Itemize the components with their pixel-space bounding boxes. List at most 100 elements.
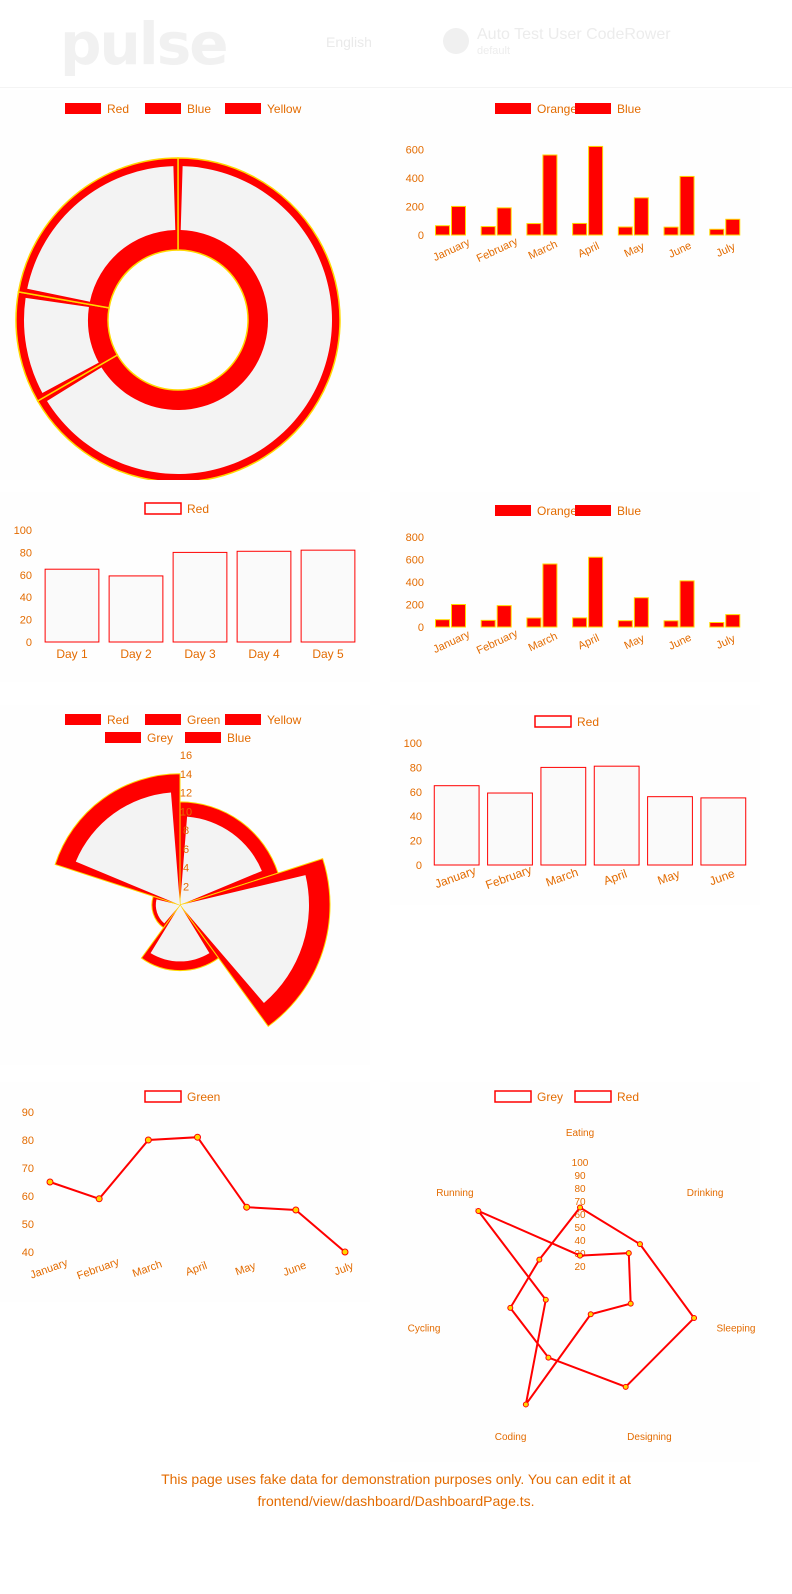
radar-point bbox=[545, 1354, 552, 1361]
legend-label-orange: Orange bbox=[537, 102, 577, 116]
x-tick-label: March bbox=[527, 238, 560, 262]
radar-point bbox=[622, 1383, 629, 1390]
legend-label-red: Red bbox=[187, 502, 209, 516]
legend-label-green: Green bbox=[187, 713, 220, 727]
x-tick-label: June bbox=[282, 1259, 309, 1278]
line-point bbox=[95, 1195, 103, 1203]
y-tick-label: 100 bbox=[14, 525, 32, 537]
legend-label-orange: Orange bbox=[537, 504, 577, 518]
bar-chart-grouped-2: Orange Blue 0 200 400 600 800 January February Ma… bbox=[406, 504, 741, 657]
legend-label-blue: Blue bbox=[187, 102, 211, 116]
polar-segment-fill bbox=[180, 816, 262, 905]
legend-label-red: Red bbox=[617, 1090, 639, 1104]
bar bbox=[300, 549, 356, 643]
bar bbox=[572, 617, 588, 628]
legend-swatch bbox=[144, 502, 182, 515]
legend-swatch bbox=[105, 732, 141, 743]
line-point bbox=[144, 1136, 152, 1144]
y-tick-label: 600 bbox=[406, 144, 424, 156]
line-series bbox=[49, 1136, 346, 1253]
x-tick-label: June bbox=[667, 240, 694, 261]
x-tick-label: May bbox=[622, 632, 646, 652]
r-tick-label: 8 bbox=[183, 825, 189, 837]
y-tick-label: 60 bbox=[20, 570, 32, 582]
line-chart-panel: Green 40 50 60 70 80 90 January February March Apr… bbox=[0, 1082, 370, 1302]
legend-swatch bbox=[495, 505, 531, 516]
legend-label-blue: Blue bbox=[227, 731, 251, 745]
bar bbox=[700, 797, 747, 866]
doughnut-slice-fill bbox=[24, 297, 99, 393]
x-tick-label: Day 2 bbox=[120, 647, 152, 661]
bar bbox=[725, 614, 741, 628]
language-selector[interactable]: English bbox=[326, 34, 372, 50]
radar-point bbox=[627, 1300, 634, 1307]
user-name[interactable]: Auto Test User CodeRower bbox=[477, 26, 671, 43]
bar bbox=[480, 619, 496, 628]
r-tick-label: 10 bbox=[180, 806, 192, 818]
x-tick-label: January bbox=[29, 1257, 70, 1282]
radar-point bbox=[691, 1315, 698, 1322]
polar-area-chart: Red Green Yellow Grey Blue 2 4 6 8 10 12 14 16 bbox=[54, 713, 331, 1028]
radar-chart: Grey Red Eating Drinking Sleeping Designing Co… bbox=[408, 1090, 756, 1443]
x-tick-label: May bbox=[234, 1260, 258, 1279]
bar bbox=[496, 207, 512, 236]
y-tick-label: 80 bbox=[410, 762, 422, 774]
pulse-logo[interactable]: pulse bbox=[60, 10, 229, 78]
x-tick-label: Day 4 bbox=[248, 647, 280, 661]
legend-swatch bbox=[225, 714, 261, 725]
y-tick-label: 60 bbox=[410, 787, 422, 799]
x-tick-label: April bbox=[576, 632, 601, 652]
bar-chart-days-panel: Red 0 20 40 60 80 100 Day 1 Day 2 Day 3 Day 4 Day 5 bbox=[0, 492, 370, 682]
line-point bbox=[292, 1206, 300, 1214]
bar bbox=[617, 226, 633, 236]
x-tick-label: July bbox=[714, 632, 737, 651]
bar bbox=[709, 228, 725, 236]
legend-swatch bbox=[65, 103, 101, 114]
legend-label-blue: Blue bbox=[617, 504, 641, 518]
bar bbox=[588, 556, 604, 628]
radar-series bbox=[475, 1208, 632, 1406]
x-tick-label: April bbox=[184, 1260, 209, 1279]
x-tick-label: Day 3 bbox=[184, 647, 216, 661]
bar bbox=[663, 620, 679, 628]
legend-swatch bbox=[574, 1090, 612, 1103]
bar bbox=[450, 604, 466, 628]
y-tick-label: 200 bbox=[406, 201, 424, 213]
y-tick-label: 70 bbox=[22, 1163, 34, 1175]
y-tick-label: 0 bbox=[418, 230, 424, 242]
legend-swatch bbox=[495, 103, 531, 114]
legend-label-red: Red bbox=[577, 715, 599, 729]
bar bbox=[542, 154, 558, 236]
r-tick-label: 100 bbox=[572, 1158, 589, 1169]
line-chart: Green 40 50 60 70 80 90 January February March Apr… bbox=[22, 1090, 356, 1282]
bar bbox=[647, 796, 693, 866]
bar bbox=[236, 550, 292, 643]
bar bbox=[172, 551, 228, 643]
radar-axis-label: Cycling bbox=[408, 1324, 441, 1335]
bar bbox=[434, 619, 450, 628]
user-avatar[interactable] bbox=[443, 28, 469, 54]
r-tick-label: 14 bbox=[180, 769, 192, 781]
line-point bbox=[46, 1178, 54, 1186]
radar-point bbox=[507, 1304, 514, 1311]
bar-chart-months: Red 0 20 40 60 80 100 January February March April… bbox=[404, 715, 747, 892]
doughnut-slice-fill bbox=[27, 166, 176, 302]
radar-point bbox=[577, 1252, 583, 1259]
polar-segment-fill bbox=[155, 899, 180, 924]
y-tick-label: 0 bbox=[416, 860, 422, 872]
bar-chart-grouped-2-panel: Orange Blue 0 200 400 600 800 January February Ma… bbox=[390, 492, 760, 682]
legend-swatch bbox=[575, 505, 611, 516]
r-tick-label: 40 bbox=[574, 1236, 586, 1247]
bar bbox=[542, 563, 558, 628]
x-tick-label: March bbox=[131, 1258, 164, 1280]
y-tick-label: 600 bbox=[406, 555, 424, 567]
app-header: pulse English Auto Test User CodeRower d… bbox=[0, 0, 792, 88]
radar-point bbox=[542, 1296, 549, 1303]
y-tick-label: 0 bbox=[418, 622, 424, 634]
y-tick-label: 100 bbox=[404, 738, 422, 750]
x-tick-label: February bbox=[475, 627, 520, 657]
y-tick-label: 40 bbox=[22, 1247, 34, 1259]
legend-label-yellow: Yellow bbox=[267, 713, 302, 727]
x-tick-label: April bbox=[576, 240, 601, 260]
y-tick-label: 400 bbox=[406, 173, 424, 185]
